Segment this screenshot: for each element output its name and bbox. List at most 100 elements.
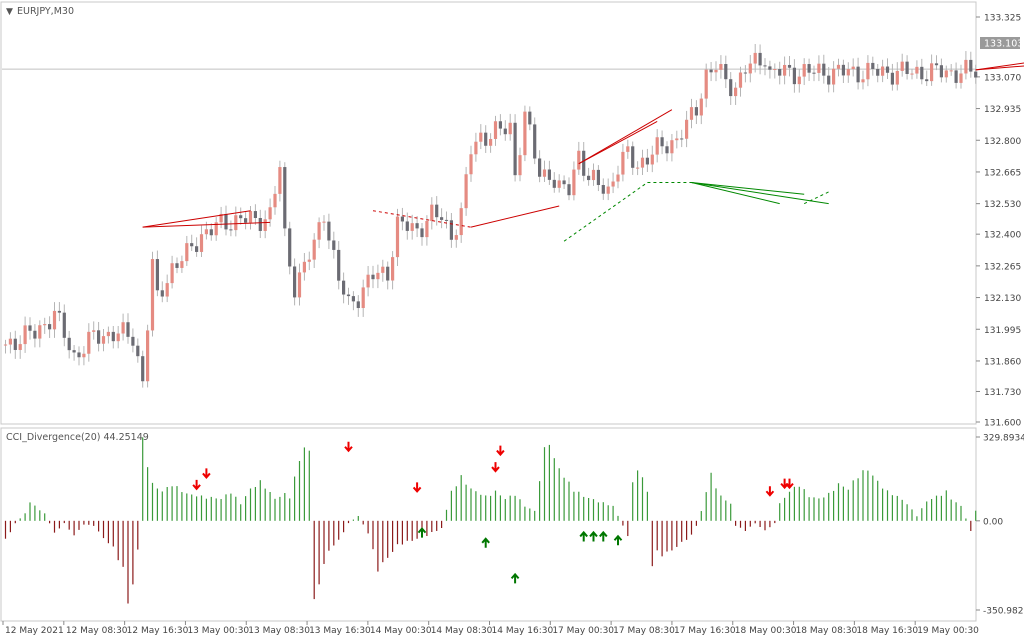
symbol-title: EURJPY,M30 (17, 6, 74, 17)
candle-body (724, 64, 728, 80)
candle-body (974, 71, 978, 78)
candle-body (621, 151, 625, 175)
candle-body (660, 137, 664, 147)
price-tick-label: 132.130 (984, 294, 1021, 304)
candle-body (258, 217, 262, 231)
candle-body (851, 66, 855, 70)
candle-body (920, 66, 924, 80)
sell-arrow (192, 479, 201, 491)
candle-body (209, 229, 213, 236)
price-tick-label: 133.070 (984, 73, 1021, 83)
candle-body (199, 234, 204, 252)
candle-body (430, 204, 434, 222)
indicator-tick-label: -350.98251 (983, 607, 1024, 617)
candle-body (170, 263, 174, 284)
price-tick-label: 132.800 (984, 137, 1021, 147)
candle-body (836, 64, 841, 69)
divergence-line (142, 221, 271, 228)
candle-body (415, 223, 419, 229)
candle-body (934, 63, 939, 66)
candle-body (297, 272, 302, 298)
price-axis: 133.325 133.070 132.935 132.800 132.665 132.5… (976, 14, 1021, 429)
candle-body (939, 65, 943, 78)
candle-body (885, 66, 890, 73)
candle-body (342, 280, 346, 295)
candle-body (675, 138, 679, 141)
candle-body (38, 325, 42, 339)
divergence-line (372, 210, 472, 228)
candle-body (533, 124, 537, 159)
time-tick-label: 13 May 16:30 (309, 626, 371, 636)
candle-body (121, 322, 125, 334)
candle-body (866, 62, 870, 80)
candle-body (332, 240, 336, 250)
candle-body (797, 76, 801, 85)
candle-body (273, 193, 277, 208)
candle-body (155, 259, 159, 291)
candle-body (484, 132, 488, 146)
candle-body (48, 324, 52, 330)
buy-arrow (613, 534, 623, 546)
candle-body (719, 64, 723, 70)
buy-arrow (589, 530, 598, 542)
candle-body (670, 140, 674, 154)
indicator-axis: 329.89341 0.00 -350.98251 (976, 433, 1024, 617)
candle-body (930, 63, 934, 82)
candle-body (606, 186, 610, 194)
candle-body (195, 246, 199, 252)
candle-body (665, 146, 669, 154)
candle-body (92, 330, 96, 332)
divergence-line (470, 205, 560, 228)
candle-body (111, 331, 115, 342)
sell-arrow (491, 462, 500, 473)
candle-body (440, 217, 444, 220)
candle-body (503, 128, 507, 135)
time-tick-label: 18 May 00:30 (735, 626, 797, 636)
time-tick-label: 12 May 16:30 (127, 626, 189, 636)
candle-body (645, 157, 649, 165)
candle-body (969, 59, 973, 72)
divergence-line (691, 182, 805, 195)
candle-body (783, 64, 787, 76)
candle-body (513, 122, 517, 176)
candle-body (391, 257, 395, 281)
candle-body (214, 222, 218, 236)
candle-body (768, 66, 772, 70)
divergence-line (578, 121, 658, 165)
divergence-lines (142, 62, 1024, 242)
candle-body (180, 261, 184, 268)
candle-body (729, 79, 733, 97)
candle-body (278, 167, 282, 194)
price-tick-label: 132.935 (984, 105, 1021, 115)
candle-body (704, 69, 708, 99)
price-tick-label: 132.530 (984, 200, 1021, 210)
candle-body (773, 69, 777, 71)
price-tick-label: 132.665 (984, 168, 1021, 178)
candle-body (479, 132, 483, 142)
buy-arrow (510, 572, 520, 584)
candle-body (567, 184, 571, 196)
candle-body (381, 266, 385, 273)
candle-body (562, 180, 566, 185)
candle-body (346, 294, 351, 297)
candle-body (714, 69, 718, 73)
sell-arrow (202, 468, 211, 479)
time-tick-label: 17 May 00:30 (552, 626, 614, 636)
candle-body (361, 287, 365, 309)
price-tick-label: 131.860 (984, 357, 1021, 367)
candle-body (905, 61, 909, 74)
sell-arrow (765, 486, 775, 497)
candle-body (552, 179, 556, 188)
divergence-line (691, 182, 780, 205)
indicator-tick-label: 0.00 (983, 517, 1003, 527)
candle-body (146, 330, 150, 382)
candle-body (738, 72, 743, 88)
candle-body (792, 67, 796, 85)
candle-body (33, 330, 37, 339)
candle-body (459, 208, 463, 236)
buy-arrow (579, 530, 588, 542)
candle-body (954, 70, 958, 83)
time-tick-label: 17 May 16:30 (674, 626, 736, 636)
symbol-menu-icon[interactable]: ▼ (6, 7, 13, 17)
